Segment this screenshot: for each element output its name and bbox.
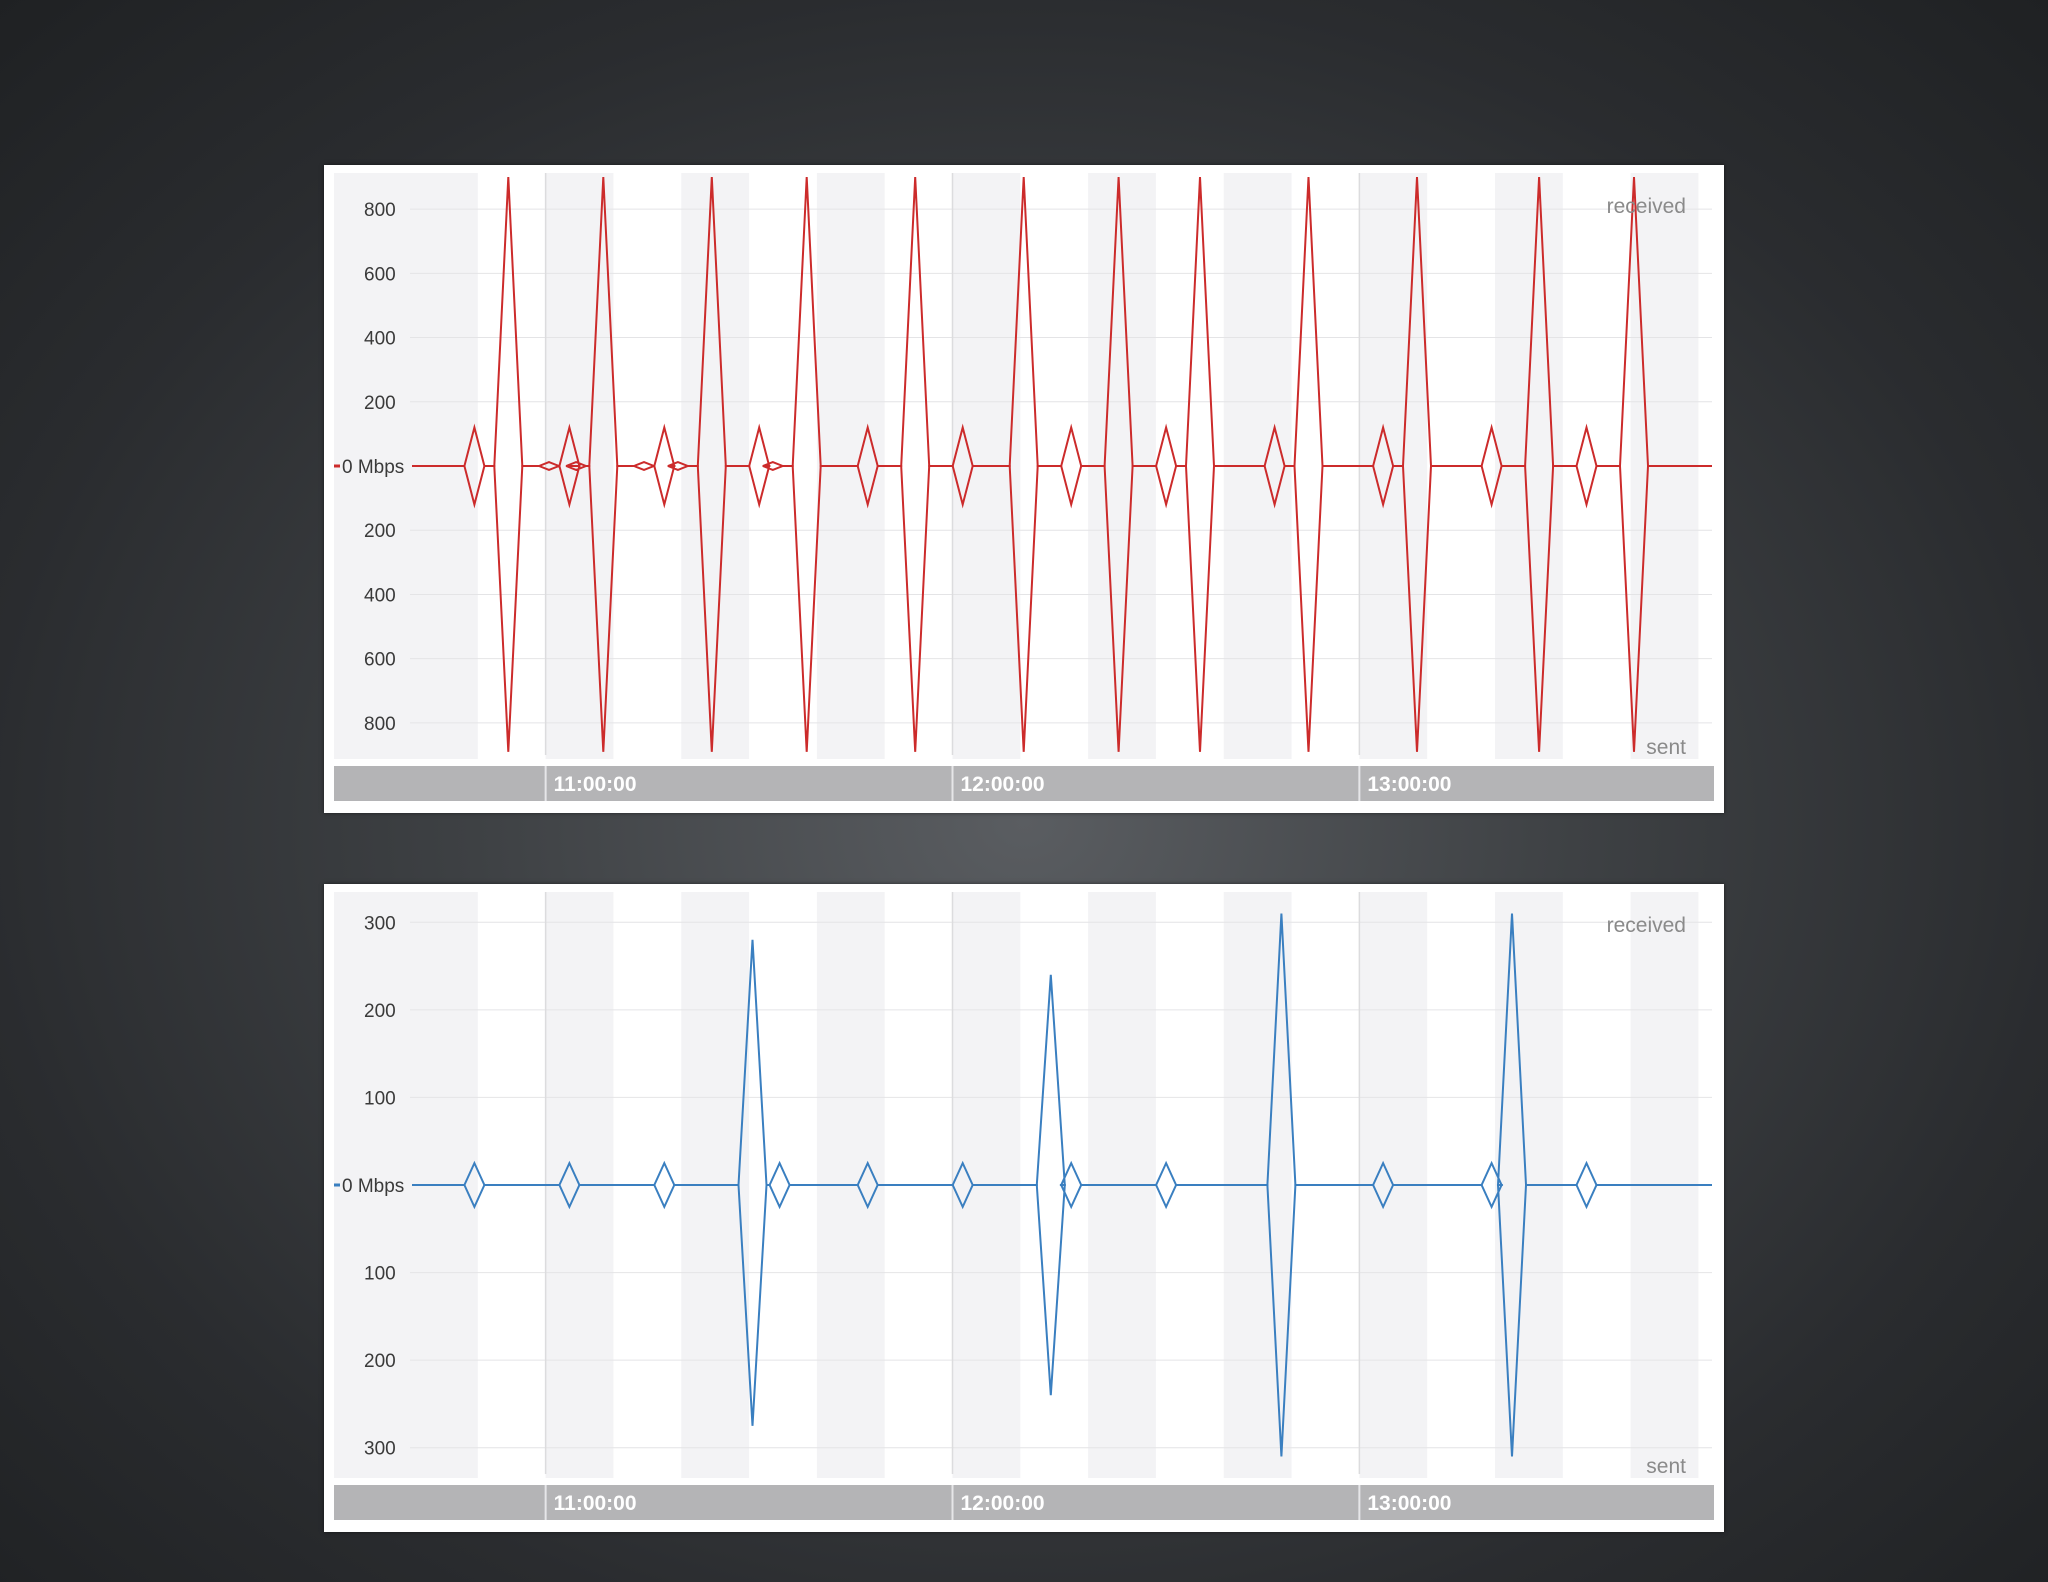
y-tick-label-upper: 600	[364, 264, 396, 285]
received-label: received	[1607, 914, 1686, 937]
traffic-chart-2: 300 200 100 100 200 300 0 Mbps received sent 11:0…	[334, 892, 1714, 1520]
x-tick-label: 13:00:00	[1367, 773, 1451, 796]
x-tick-label: 13:00:00	[1367, 1492, 1451, 1515]
y-axis-band	[334, 892, 410, 1478]
y-tick-label-lower: 300	[364, 1439, 396, 1460]
y-tick-label-upper: 800	[364, 200, 396, 221]
y-tick-label-upper: 200	[364, 393, 396, 414]
x-tick-label: 12:00:00	[961, 773, 1045, 796]
y-tick-label-lower: 200	[364, 1351, 396, 1372]
y-tick-label-upper: 100	[364, 1088, 396, 1109]
series-line-received	[412, 176, 1712, 467]
time-axis-bar	[334, 1485, 1714, 1520]
sent-label: sent	[1646, 736, 1686, 759]
sent-label: sent	[1646, 1455, 1686, 1478]
received-label: received	[1607, 195, 1686, 218]
series-line-sent	[412, 1184, 1712, 1457]
x-tick-label: 11:00:00	[554, 1492, 637, 1515]
traffic-chart-panel-2: 300 200 100 100 200 300 0 Mbps received sent 11:0…	[324, 884, 1724, 1532]
y-tick-label-upper: 400	[364, 329, 396, 350]
y-tick-label-lower: 400	[364, 585, 396, 606]
zero-axis-label: 0 Mbps	[342, 457, 404, 478]
y-tick-label-lower: 800	[364, 714, 396, 735]
zero-axis-label: 0 Mbps	[342, 1176, 404, 1197]
series-line-sent	[412, 465, 1712, 752]
series-line-received	[412, 913, 1712, 1186]
y-tick-label-upper: 200	[364, 1001, 396, 1022]
x-tick-label: 12:00:00	[961, 1492, 1045, 1515]
y-axis-band	[334, 173, 410, 759]
y-tick-label-lower: 200	[364, 521, 396, 542]
y-tick-label-lower: 600	[364, 650, 396, 671]
time-axis-bar	[334, 766, 1714, 801]
traffic-chart-1: 800 600 400 200 200 400 600 800 0 Mbps received se…	[334, 173, 1714, 801]
y-tick-label-upper: 300	[364, 913, 396, 934]
x-tick-label: 11:00:00	[554, 773, 637, 796]
y-tick-label-lower: 100	[364, 1264, 396, 1285]
traffic-chart-panel-1: 800 600 400 200 200 400 600 800 0 Mbps received se…	[324, 165, 1724, 813]
